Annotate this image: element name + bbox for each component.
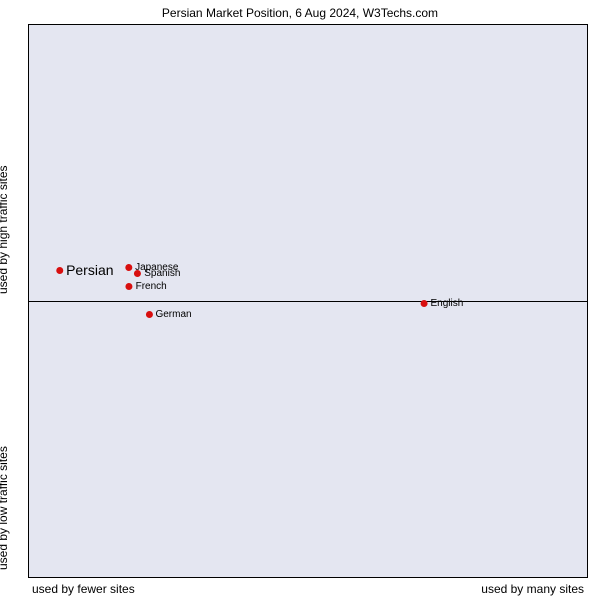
dot-icon [134,270,141,277]
dot-icon [126,283,133,290]
dot-icon [421,300,428,307]
data-point-label: Spanish [144,268,180,279]
data-point-label: English [431,298,464,309]
dot-icon [125,264,132,271]
plot-area: PersianJapaneseSpanishFrenchGermanEnglis… [28,24,588,578]
x-axis-label-left: used by fewer sites [32,582,135,596]
axis-divider [29,301,587,302]
data-point-label: Persian [66,262,113,278]
data-point-label: German [155,309,191,320]
chart-title: Persian Market Position, 6 Aug 2024, W3T… [0,6,600,20]
dot-icon [56,267,63,274]
y-axis-label-bottom: used by low traffic sites [0,306,10,570]
x-axis-label-right: used by many sites [481,582,584,596]
market-position-chart: Persian Market Position, 6 Aug 2024, W3T… [0,0,600,600]
data-point: Persian [56,262,113,280]
data-point-label: French [136,281,167,292]
y-axis-label-top: used by high traffic sites [0,30,10,294]
data-point: French [126,278,167,296]
dot-icon [145,311,152,318]
data-point: German [145,306,191,324]
data-point: English [421,295,464,313]
